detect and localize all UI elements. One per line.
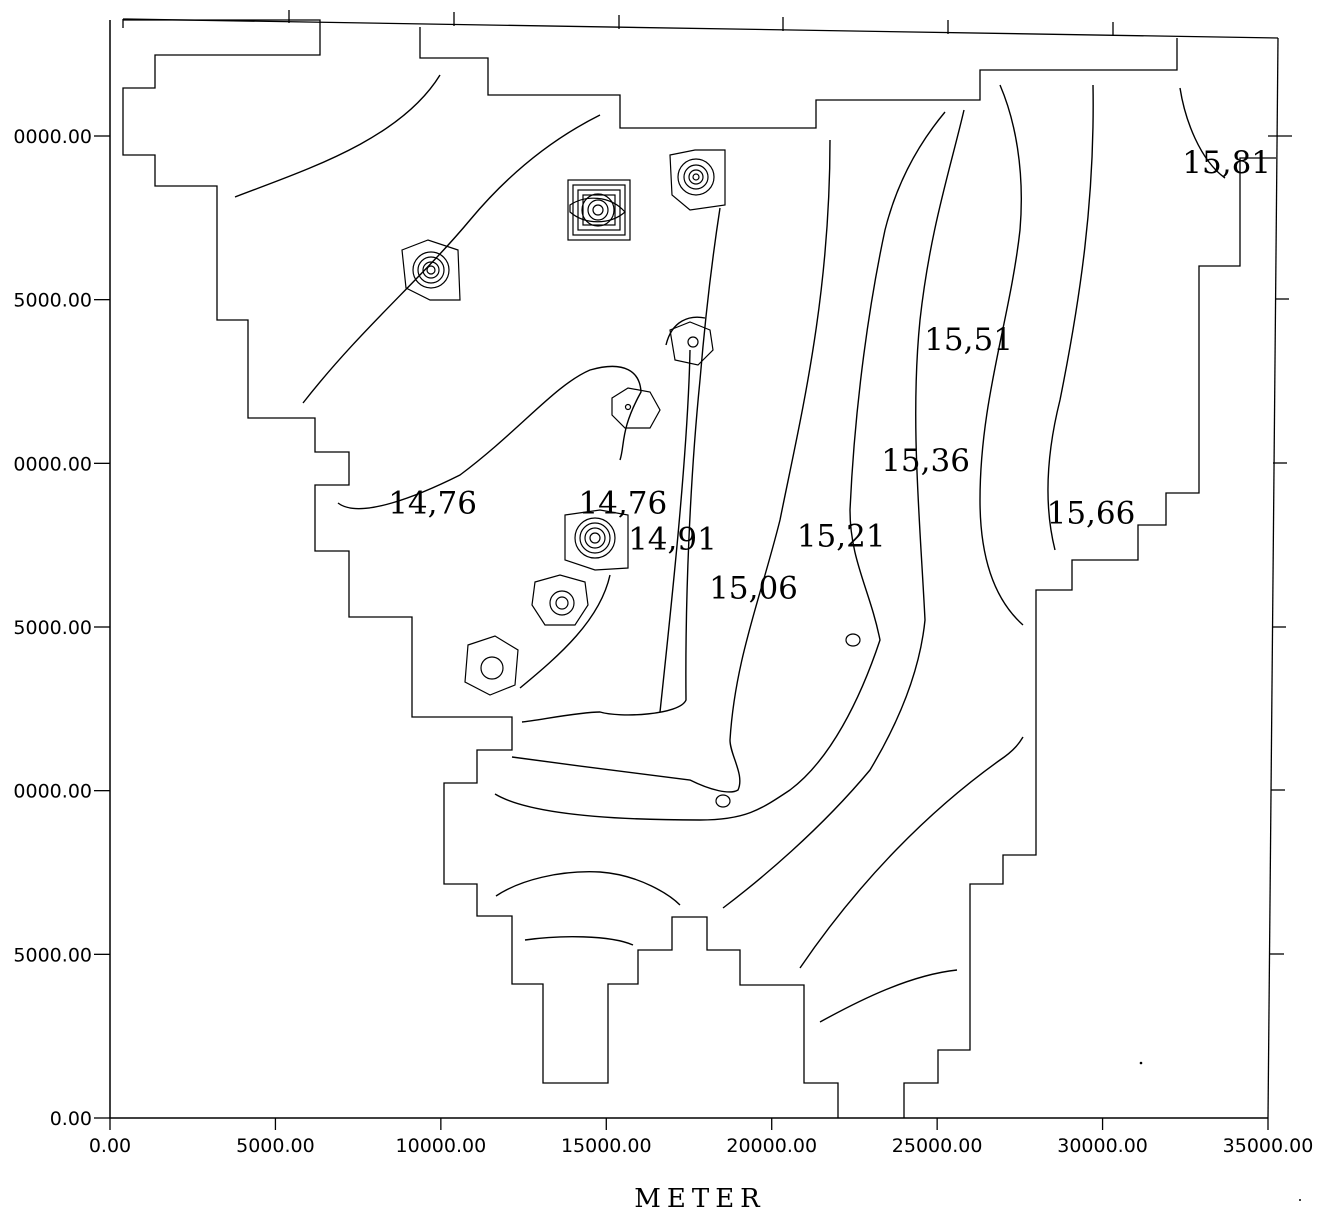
contour-label: 15,21 [797, 518, 886, 554]
closed-contours [401, 149, 861, 808]
contour-line [722, 109, 965, 909]
contour-line [524, 936, 634, 946]
contour-line [799, 736, 1024, 969]
contour-line [519, 574, 611, 689]
y-tick-label: 5000.00 [13, 944, 92, 966]
contour-line [1179, 87, 1226, 179]
contour-label: 14,76 [578, 486, 667, 522]
y-tick-label: 0000.00 [13, 781, 92, 803]
x-tick-label: 5000.00 [236, 1135, 315, 1157]
x-tick-label: 20000.00 [726, 1135, 817, 1157]
contour-line [521, 207, 721, 723]
anomaly [464, 635, 519, 696]
contour-line [302, 114, 601, 404]
top-ticks [288, 10, 1114, 36]
anomaly [611, 387, 661, 429]
contour-line [979, 84, 1024, 626]
anomaly [669, 321, 714, 366]
contour-line [511, 139, 831, 793]
anomaly [401, 239, 461, 301]
x-tick-label: 35000.00 [1223, 1135, 1314, 1157]
y-tick-label: 5000.00 [13, 290, 92, 312]
contour-label: 15,06 [709, 571, 798, 607]
contour-label: 15,66 [1047, 495, 1136, 531]
y-tick-label: 0000.00 [13, 453, 92, 475]
y-tick-label: 5000.00 [13, 617, 92, 639]
contour-line [1047, 84, 1094, 551]
contour-label: 15,36 [881, 443, 970, 479]
x-axis-title: METER [634, 1184, 766, 1214]
anomaly [531, 574, 589, 626]
scan-specks [731, 592, 1301, 1201]
contour-line [495, 871, 681, 906]
anomaly [564, 509, 629, 571]
y-tick-label: 0.00 [50, 1108, 92, 1130]
contour-lines [234, 74, 1226, 1023]
contour-line [665, 316, 706, 346]
x-tick-label: 0.00 [89, 1135, 131, 1157]
plot-frame [109, 18, 1279, 1119]
x-tick-label: 10000.00 [396, 1135, 487, 1157]
x-tick-label: 15000.00 [561, 1135, 652, 1157]
contour-line [494, 111, 946, 821]
contour-label: 14,91 [628, 522, 717, 558]
anomaly [845, 633, 861, 647]
contour-label: 14,76 [388, 486, 477, 522]
x-axis: 0.00 5000.00 10000.00 15000.00 20000.00 25000… [89, 1118, 1313, 1157]
y-tick-label: 0000.00 [13, 126, 92, 148]
contour-line [337, 365, 642, 510]
x-tick-label: 25000.00 [892, 1135, 983, 1157]
contour-label: 15,81 [1182, 145, 1271, 181]
contour-line [819, 969, 958, 1023]
contour-labels: 14,76 14,7614,9115,0615,2115,3615,5115,66… [388, 145, 1271, 607]
x-tick-label: 30000.00 [1057, 1135, 1148, 1157]
y-axis: 0.00 5000.00 0000.00 5000.00 0000.00 5000.00 0… [13, 126, 110, 1130]
contour-label: 15,51 [924, 322, 1013, 358]
anomaly [715, 794, 731, 808]
anomaly [567, 179, 631, 241]
contour-line [234, 74, 441, 198]
anomaly [669, 149, 726, 211]
study-area-boundary [122, 19, 1276, 1118]
right-ticks [1268, 135, 1292, 955]
contour-line [659, 349, 691, 713]
